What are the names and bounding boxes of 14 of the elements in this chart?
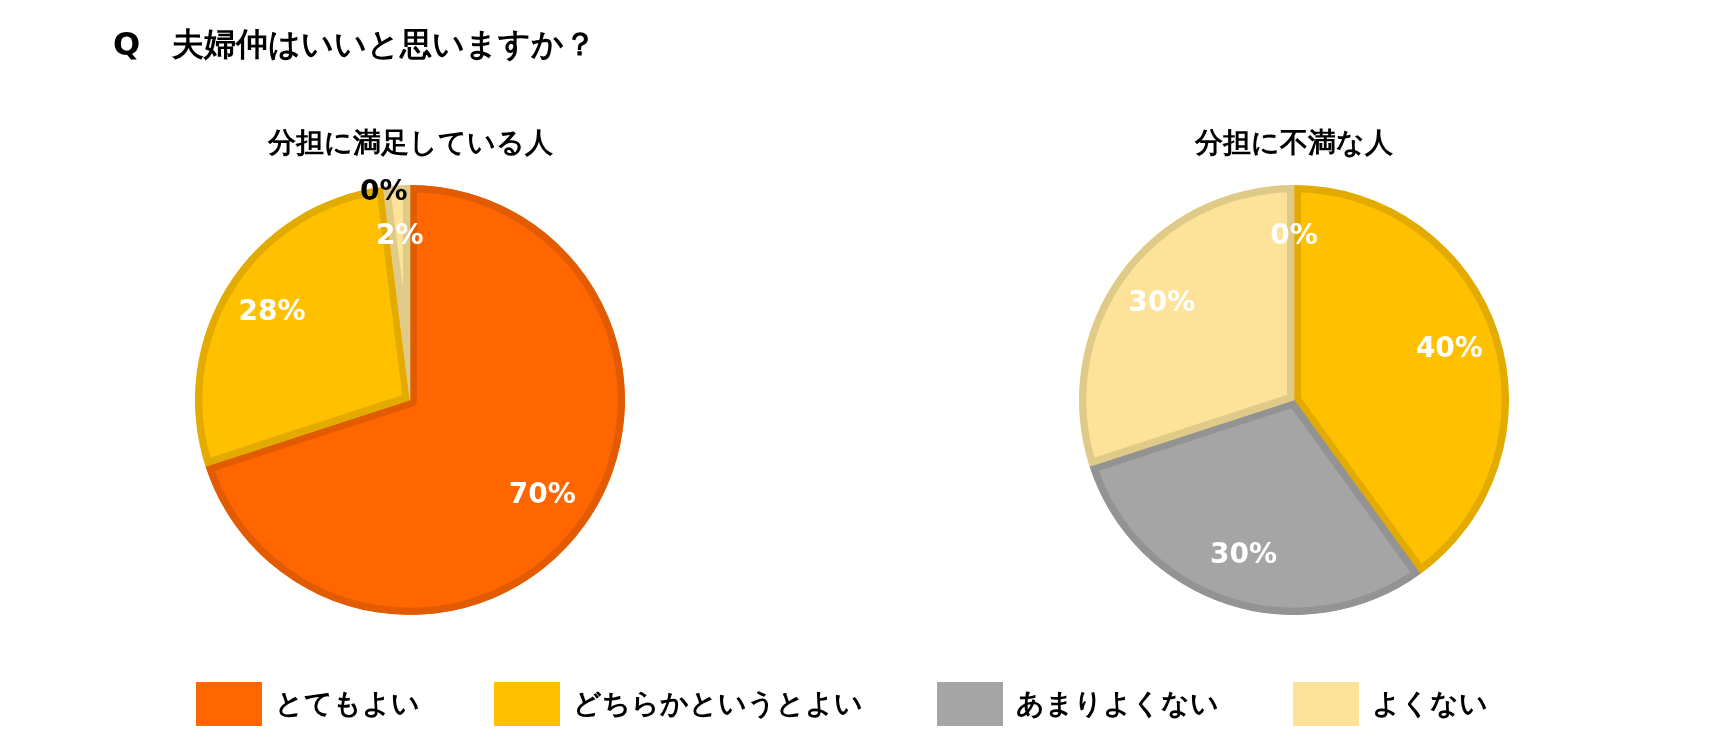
data-label: 70% — [508, 477, 576, 511]
text: 0% — [360, 174, 408, 208]
legend-label: よくない — [1372, 686, 1488, 722]
slice-label: 分担に満足している人 — [266, 125, 554, 161]
slice-label: 分担に不満な人 — [1194, 125, 1394, 161]
chart-title: Q 夫婦仲はいいと思いますか？ — [113, 24, 597, 64]
data-label: 28% — [238, 293, 306, 327]
data-label: 30% — [1209, 536, 1278, 570]
data-label: 40% — [1415, 330, 1483, 364]
legend-label: どちらかというとよい — [573, 686, 863, 722]
text: 0% — [1270, 217, 1318, 251]
data-label: 30% — [1128, 285, 1196, 319]
legend-label: あまりよくない — [1016, 686, 1219, 722]
legend-label: とてもよい — [275, 686, 420, 722]
